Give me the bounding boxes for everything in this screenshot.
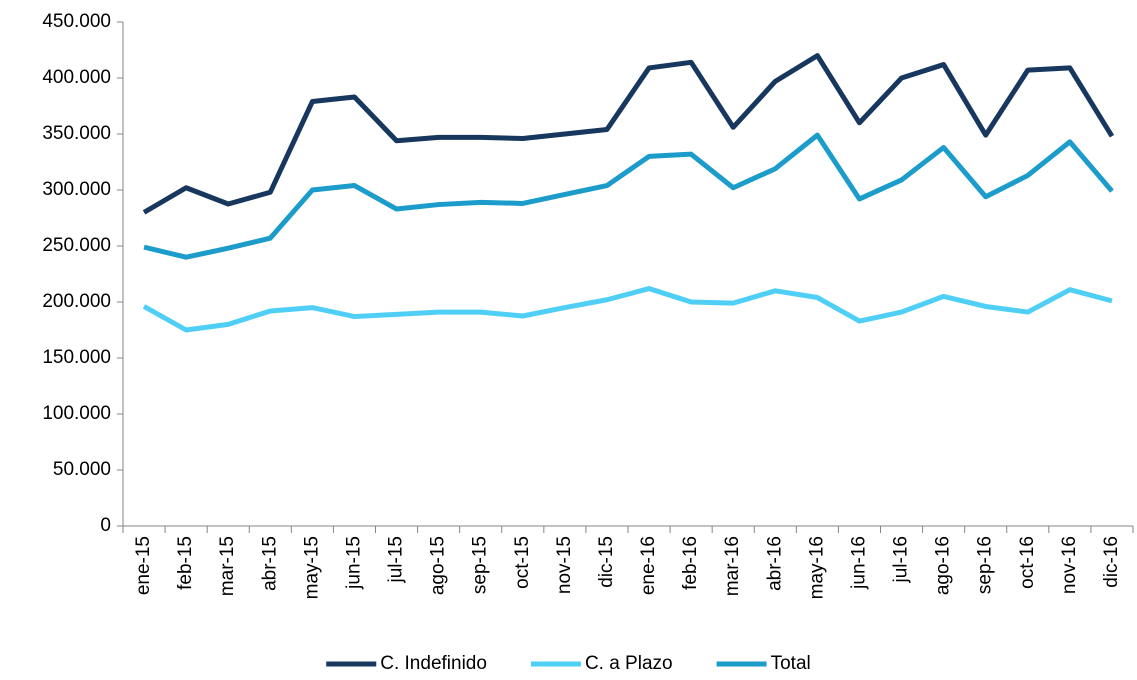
x-tick-label: jun-16 <box>848 536 869 590</box>
x-tick-label: sep-16 <box>975 536 996 594</box>
y-tick-label: 200.000 <box>42 291 111 312</box>
y-tick-label: 0 <box>100 515 111 536</box>
x-tick-label: ene-15 <box>133 536 154 595</box>
x-tick-label: mar-16 <box>722 536 743 596</box>
legend-label: C. a Plazo <box>585 653 673 674</box>
x-tick-label: ago-15 <box>428 536 449 595</box>
series-line <box>142 53 1115 215</box>
y-tick-label: 250.000 <box>42 235 111 256</box>
y-tick-label: 50.000 <box>53 459 111 480</box>
series-line <box>143 132 1114 260</box>
x-tick-label: sep-15 <box>470 536 491 594</box>
x-tick-label: jun-15 <box>343 536 364 590</box>
y-tick-label: 150.000 <box>42 347 111 368</box>
x-tick-label: mar-15 <box>217 536 238 596</box>
x-tick-label: nov-15 <box>554 536 575 594</box>
x-tick-label: may-15 <box>301 536 322 599</box>
x-tick-label: nov-16 <box>1059 536 1080 594</box>
x-tick-label: abr-15 <box>259 536 280 591</box>
x-tick-label: dic-15 <box>596 536 617 588</box>
x-tick-label: oct-16 <box>1017 536 1038 589</box>
x-tick-label: abr-16 <box>764 536 785 591</box>
x-tick-label: oct-15 <box>512 536 533 589</box>
x-tick-label: jul-15 <box>386 536 407 583</box>
y-tick-label: 100.000 <box>42 403 111 424</box>
x-tick-label: jul-16 <box>891 536 912 583</box>
x-tick-label: may-16 <box>806 536 827 599</box>
x-tick-label: feb-15 <box>175 536 196 590</box>
y-tick-label: 400.000 <box>42 67 111 88</box>
y-tick-label: 450.000 <box>42 11 111 32</box>
x-tick-label: feb-16 <box>680 536 701 590</box>
legend-label: C. Indefinido <box>380 653 487 674</box>
series-line <box>142 286 1113 333</box>
legend-label: Total <box>771 653 811 674</box>
y-tick-label: 350.000 <box>42 123 111 144</box>
x-tick-label: ene-16 <box>638 536 659 595</box>
y-tick-label: 300.000 <box>42 179 111 200</box>
x-tick-label: dic-16 <box>1101 536 1122 588</box>
x-tick-label: ago-16 <box>933 536 954 595</box>
